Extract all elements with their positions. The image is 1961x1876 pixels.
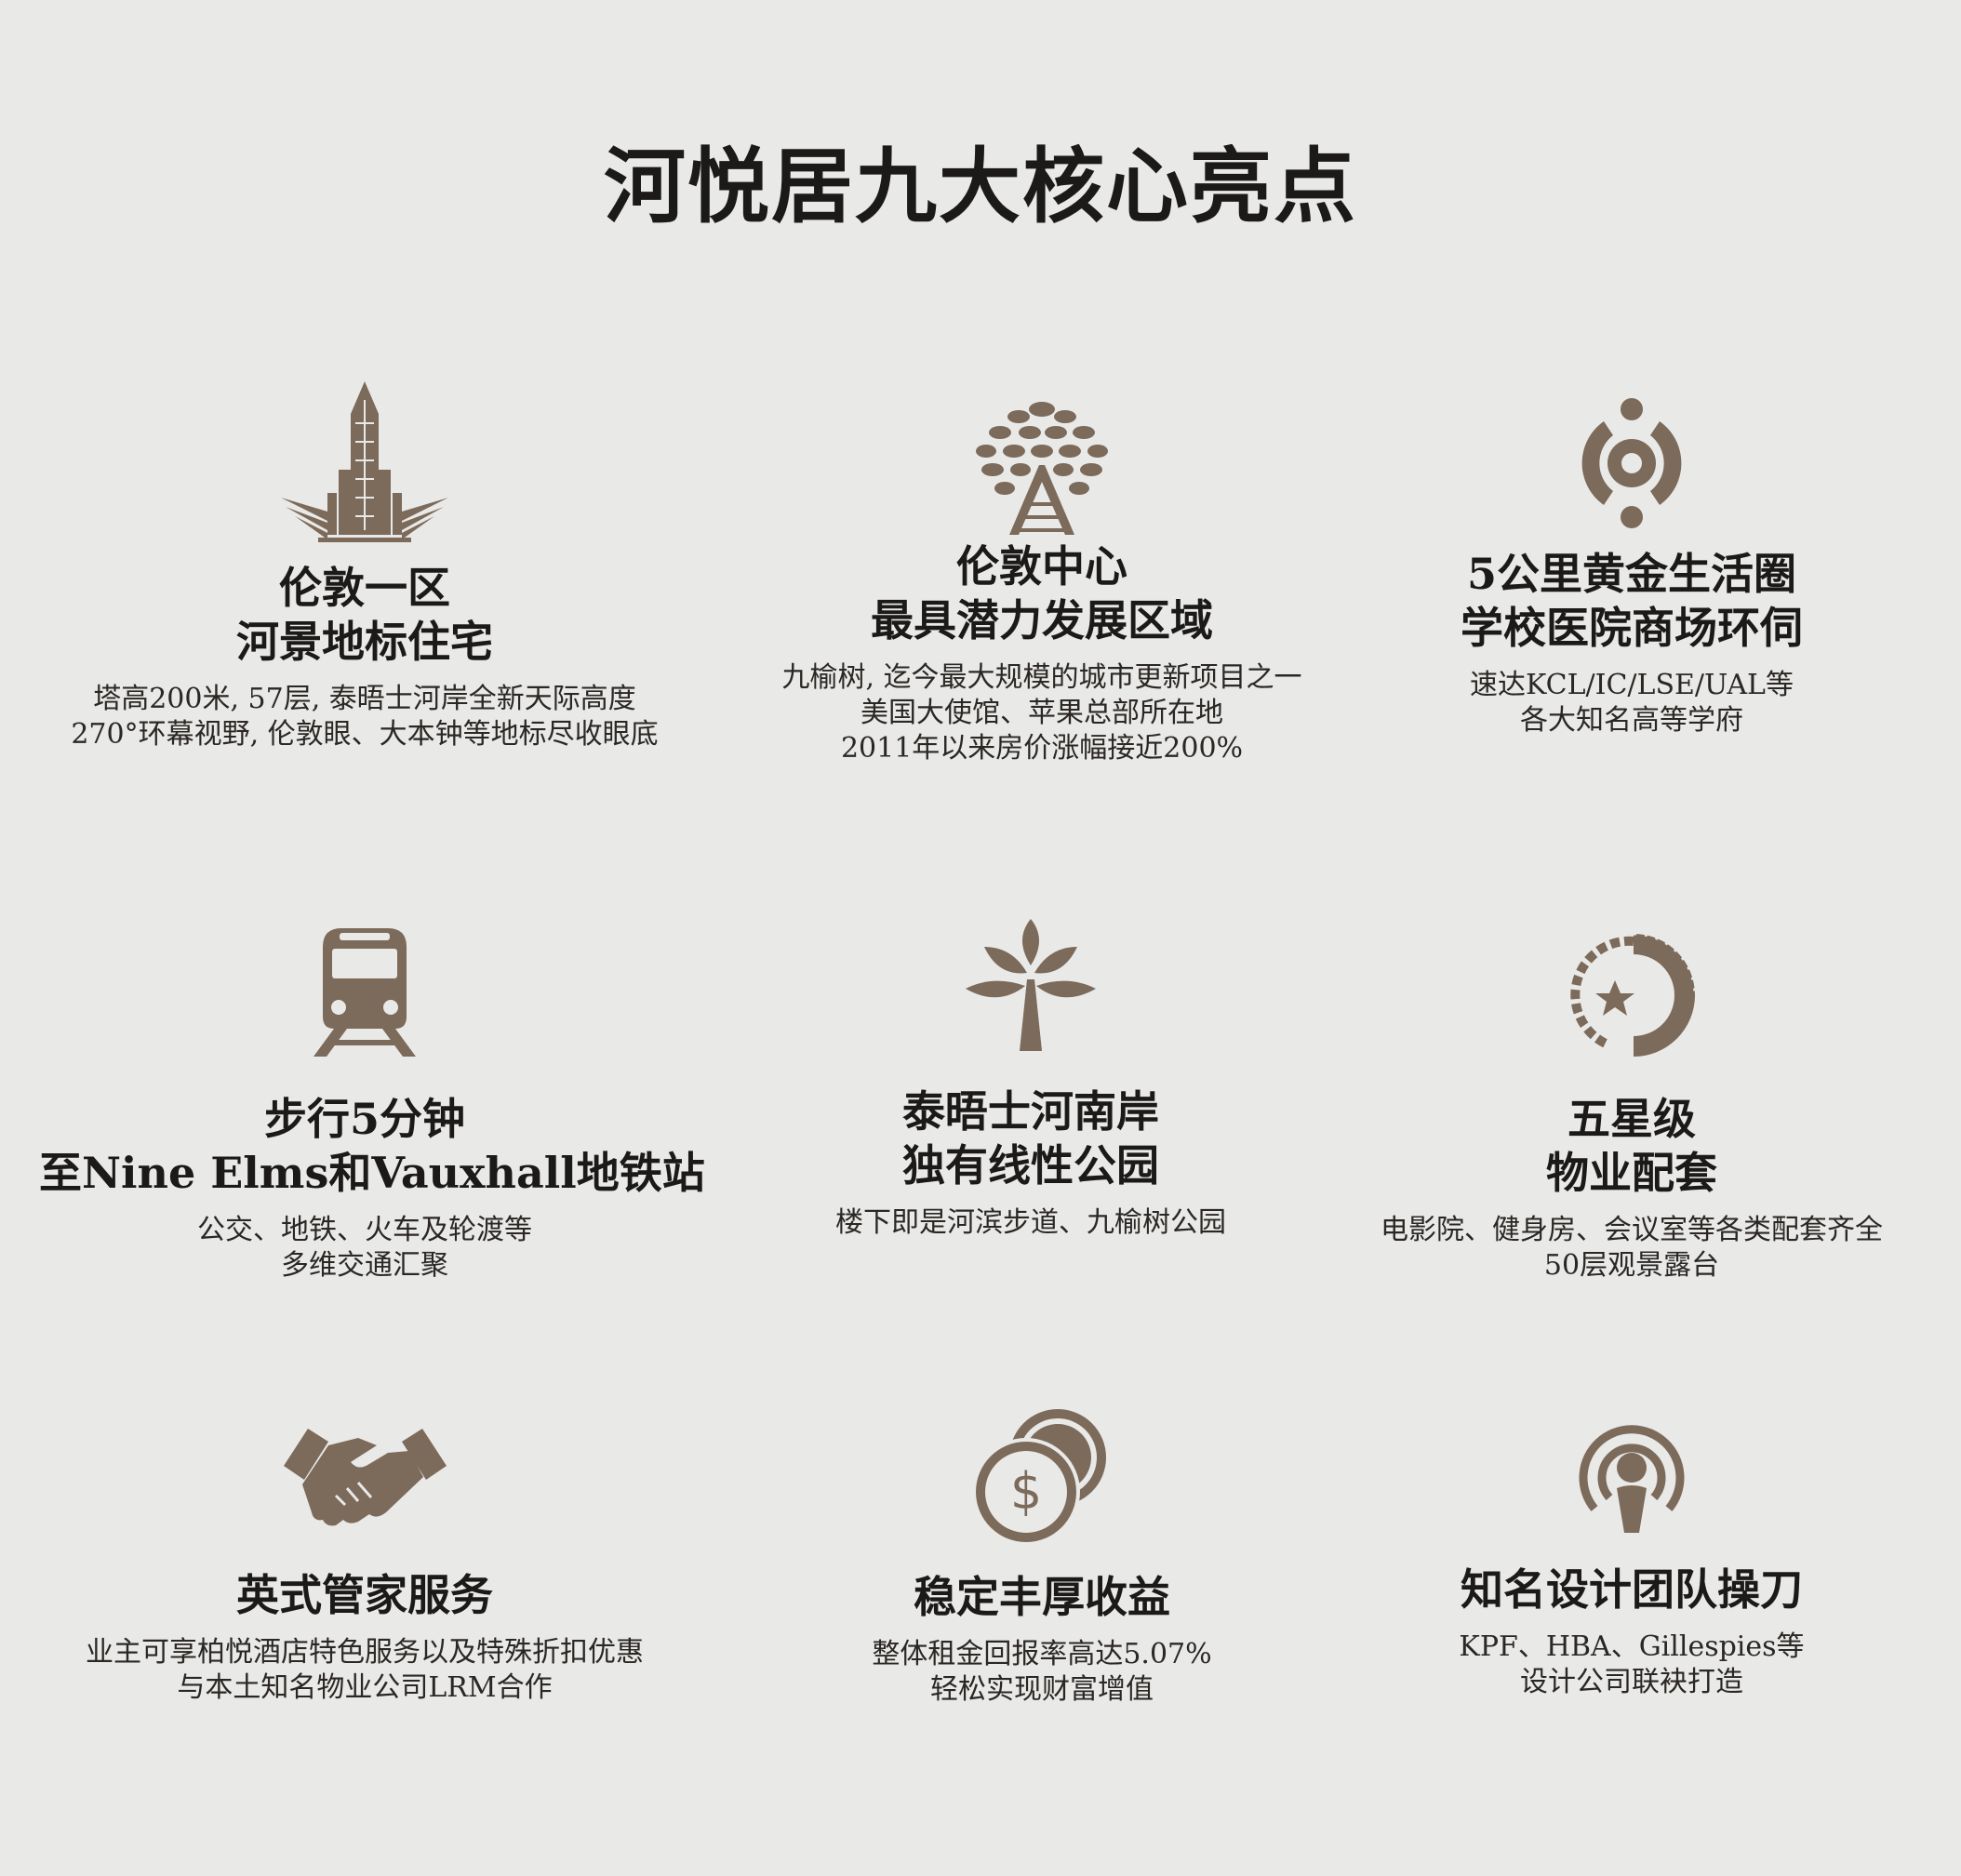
highlight-card: 步行5分钟 至Nine Elms和Vauxhall地铁站 公交、地铁、火车及轮渡… bbox=[39, 928, 705, 1284]
highlight-card: 知名设计团队操刀 KPF、HBA、Gillespies等 设计公司联袂打造 bbox=[1306, 1416, 1957, 1700]
highlight-description: 电影院、健身房、会议室等各类配套齐全 50层观景露台 bbox=[1381, 1214, 1883, 1282]
leaf-icon bbox=[966, 919, 1096, 1051]
train-icon bbox=[313, 928, 416, 1057]
highlight-description: 公交、地铁、火车及轮渡等 多维交通汇聚 bbox=[197, 1214, 532, 1282]
designer-icon bbox=[1579, 1425, 1685, 1533]
tree-icon bbox=[976, 402, 1108, 535]
highlight-card: 伦敦中心 最具潜力发展区域 九榆树, 迄今最大规模的城市更新项目之一 美国大使馆… bbox=[716, 400, 1367, 766]
highlight-card: 伦敦一区 河景地标住宅 塔高200米, 57层, 泰晤士河岸全新天际高度 270… bbox=[39, 381, 690, 752]
highlight-description: 整体租金回报率高达5.07% 轻松实现财富增值 bbox=[872, 1638, 1212, 1706]
highlight-heading: 伦敦一区 河景地标住宅 bbox=[236, 563, 493, 667]
highlight-description: 速达KCL/IC/LSE/UAL等 各大知名高等学府 bbox=[1470, 669, 1794, 737]
highlight-card: 5公里黄金生活圈 学校医院商场环伺 速达KCL/IC/LSE/UAL等 各大知名… bbox=[1306, 398, 1957, 738]
highlight-description: 业主可享柏悦酒店特色服务以及特殊折扣优惠 与本土知名物业公司LRM合作 bbox=[86, 1636, 644, 1704]
page-title: 河悦居九大核心亮点 bbox=[603, 138, 1357, 234]
highlight-heading: 5公里黄金生活圈 学校医院商场环伺 bbox=[1461, 549, 1803, 653]
skyscraper-icon bbox=[281, 381, 448, 542]
highlight-heading: 步行5分钟 至Nine Elms和Vauxhall地铁站 bbox=[39, 1094, 705, 1198]
highlight-card: 五星级 物业配套 电影院、健身房、会议室等各类配套齐全 50层观景露台 bbox=[1306, 932, 1957, 1284]
highlight-heading: 伦敦中心 最具潜力发展区域 bbox=[871, 541, 1213, 645]
highlight-description: KPF、HBA、Gillespies等 设计公司联袂打造 bbox=[1459, 1630, 1805, 1698]
highlight-card: 泰晤士河南岸 独有线性公园 楼下即是河滨步道、九榆树公园 bbox=[705, 919, 1356, 1241]
highlight-description: 塔高200米, 57层, 泰晤士河岸全新天际高度 270°环幕视野, 伦敦眼、大… bbox=[71, 683, 659, 751]
target-circle-icon bbox=[1581, 398, 1682, 528]
svg-text:$: $ bbox=[1010, 1462, 1042, 1521]
highlight-card: $ 稳定丰厚收益 整体租金回报率高达5.07% 轻松实现财富增值 bbox=[716, 1406, 1367, 1708]
highlight-card: 英式管家服务 业主可享柏悦酒店特色服务以及特殊折扣优惠 与本土知名物业公司LRM… bbox=[39, 1429, 690, 1706]
highlight-description: 九榆树, 迄今最大规模的城市更新项目之一 美国大使馆、苹果总部所在地 2011年… bbox=[781, 661, 1302, 765]
highlight-heading: 五星级 物业配套 bbox=[1546, 1094, 1717, 1198]
highlight-description: 楼下即是河滨步道、九榆树公园 bbox=[835, 1206, 1226, 1239]
highlight-heading: 稳定丰厚收益 bbox=[914, 1572, 1170, 1622]
highlight-heading: 知名设计团队操刀 bbox=[1461, 1564, 1803, 1615]
highlight-heading: 泰晤士河南岸 独有线性公园 bbox=[902, 1086, 1159, 1191]
star-badge-icon bbox=[1570, 932, 1697, 1057]
coins-icon: $ bbox=[972, 1409, 1106, 1546]
highlight-heading: 英式管家服务 bbox=[236, 1570, 493, 1620]
handshake-icon bbox=[283, 1429, 447, 1526]
